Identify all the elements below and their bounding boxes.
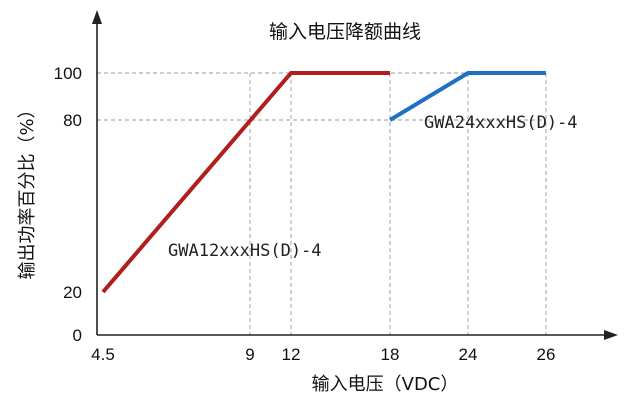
- x-tick-label: 26: [537, 345, 556, 364]
- x-tick-label: 12: [282, 345, 301, 364]
- y-tick-label: 20: [63, 283, 82, 302]
- series-label-gwa12: GWA12xxxHS(D)-4: [168, 241, 322, 261]
- y-tick-label: 0: [73, 326, 82, 345]
- axes: [92, 10, 618, 340]
- y-axis-label: 输出功率百分比（%）: [17, 100, 38, 279]
- y-tick-label: 100: [54, 64, 82, 83]
- x-tick-label: 4.5: [91, 345, 115, 364]
- x-tick-label: 18: [381, 345, 400, 364]
- x-axis-arrow: [604, 330, 618, 340]
- x-axis-label: 输入电压（VDC）: [312, 374, 459, 395]
- chart-title: 输入电压降额曲线: [269, 21, 421, 43]
- series-line-1: [101, 71, 390, 294]
- y-tick-label: 80: [63, 111, 82, 130]
- x-tick-label: 24: [459, 345, 478, 364]
- x-tick-label: 9: [245, 345, 254, 364]
- y-axis-arrow: [92, 10, 102, 24]
- tick-labels: 4.5 9 12 18 24 26 0 20 80 100: [54, 64, 556, 364]
- series-line-2: [388, 71, 546, 122]
- series: [101, 71, 546, 294]
- series-label-gwa24: GWA24xxxHS(D)-4: [424, 113, 578, 133]
